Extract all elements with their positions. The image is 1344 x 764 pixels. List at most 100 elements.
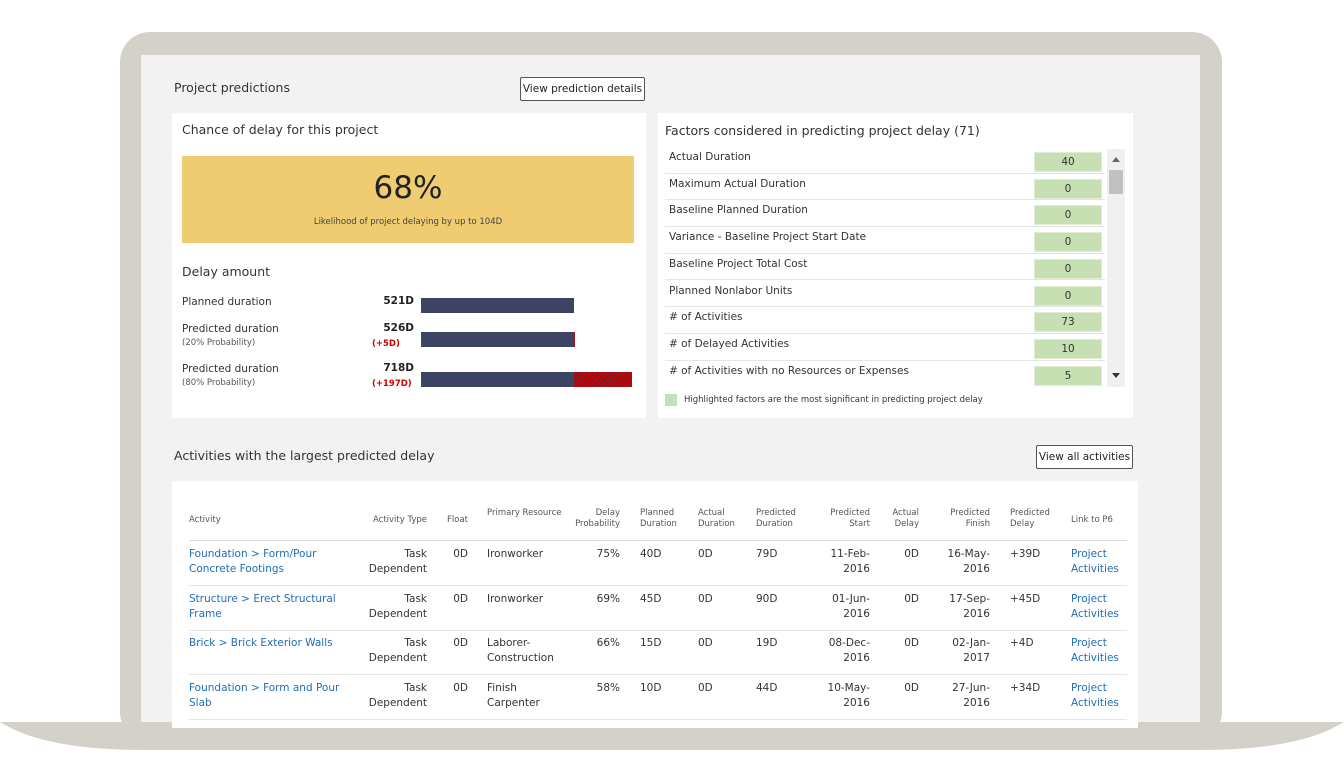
factor-row xyxy=(665,147,1105,174)
table-cell: 45D xyxy=(640,592,662,605)
table-cell: 66% xyxy=(596,637,620,650)
delay-label: Predicted duration xyxy=(182,363,279,375)
table-cell: 0D xyxy=(698,637,713,650)
table-cell: 0D xyxy=(904,548,919,560)
factor-value: 40 xyxy=(1034,152,1102,172)
column-header: Predicted Duration xyxy=(756,508,796,529)
column-header: Primary Resource xyxy=(487,508,562,518)
column-header: Planned Duration xyxy=(640,508,677,529)
column-header: Activity Type xyxy=(372,515,427,525)
factor-value: 5 xyxy=(1034,365,1102,386)
view-all-button[interactable]: View all activities xyxy=(1036,445,1133,469)
column-header: Predicted Delay xyxy=(1010,508,1050,529)
factor-name: # of Delayed Activities xyxy=(669,337,790,350)
table-cell: 10-May-2016 xyxy=(827,682,870,710)
table-cell: +45D xyxy=(1010,592,1041,605)
chance-caption: Likelihood of project delaying by up to … xyxy=(313,217,503,227)
factor-value: 10 xyxy=(1034,338,1102,359)
activity-link[interactable]: Brick > Brick Exterior Walls xyxy=(189,637,333,650)
section-title: Activities with the largest predicted de… xyxy=(174,448,435,463)
table-cell: 16-May-2016 xyxy=(947,548,990,575)
factor-value: 0 xyxy=(1034,205,1102,226)
table-cell: 0D xyxy=(904,682,919,695)
delay-note: (20% Probability) xyxy=(182,338,256,348)
factor-row xyxy=(665,227,1105,254)
activity-link[interactable]: Structure > Erect Structural Frame xyxy=(189,592,336,620)
panel-title: Chance of delay for this project xyxy=(182,122,379,137)
table-cell: 02-Jan-2017 xyxy=(952,637,990,665)
factor-name: Baseline Project Total Cost xyxy=(669,257,808,270)
activity-link[interactable]: Project Activities xyxy=(1071,592,1119,620)
table-cell: 0D xyxy=(453,548,468,560)
activity-link[interactable]: Foundation > Form and Pour Slab xyxy=(189,682,340,710)
column-header: Link to P6 xyxy=(1071,515,1113,525)
delay-delta: (+5D) xyxy=(372,339,400,349)
activity-link[interactable]: Project Activities xyxy=(1071,548,1119,575)
table-cell: 0D xyxy=(698,592,713,605)
factor-value: 0 xyxy=(1034,178,1102,199)
column-header: Float xyxy=(447,515,468,525)
legend-note: Highlighted factors are the most signifi… xyxy=(684,395,983,405)
factor-name: Baseline Planned Duration xyxy=(669,204,808,217)
factor-name: Variance - Baseline Project Start Date xyxy=(669,231,867,244)
scrollbar[interactable] xyxy=(1107,149,1125,387)
activity-link[interactable]: Foundation > Form/Pour Concrete Footings xyxy=(189,548,317,575)
chance-box: 68% Likelihood of project delaying by up… xyxy=(182,156,634,243)
factor-name: Planned Nonlabor Units xyxy=(669,284,793,297)
delay-label: Planned duration xyxy=(182,296,272,308)
table-cell: 90D xyxy=(756,592,778,605)
factor-row xyxy=(665,307,1105,334)
table-cell: Task Dependent xyxy=(368,682,427,710)
factor-row xyxy=(665,334,1105,361)
panel-title: Factors considered in predicting project… xyxy=(665,123,980,138)
row-divider xyxy=(189,719,1127,721)
scroll-track xyxy=(1107,149,1125,387)
table-cell: 08-Dec-2016 xyxy=(828,637,870,665)
factor-value: 73 xyxy=(1034,312,1102,333)
table-cell: +4D xyxy=(1010,637,1034,650)
table-cell: Ironworker xyxy=(487,592,544,605)
table-cell: 0D xyxy=(698,548,713,560)
factor-name: Maximum Actual Duration xyxy=(669,177,806,190)
factor-name: # of Activities with no Resources or Exp… xyxy=(669,364,909,377)
delay-title: Delay amount xyxy=(182,264,271,279)
section-title: Project predictions xyxy=(174,80,290,95)
factor-name: # of Activities xyxy=(669,311,743,324)
table-cell: Task Dependent xyxy=(368,592,427,620)
row-divider xyxy=(189,674,1127,676)
factor-row xyxy=(665,281,1105,308)
duration-bar xyxy=(421,298,574,313)
activity-link[interactable]: Project Activities xyxy=(1071,682,1119,710)
legend-swatch xyxy=(665,394,677,406)
table-cell: 69% xyxy=(596,592,620,605)
table-cell: 0D xyxy=(453,682,468,695)
table-cell: 01-Jun-2016 xyxy=(832,592,870,620)
factor-name: Actual Duration xyxy=(669,151,751,163)
header-divider xyxy=(189,540,1127,541)
row-divider xyxy=(189,585,1127,586)
chance-panel: Chance of delay for this project 68% Lik… xyxy=(172,113,646,418)
laptop-base xyxy=(0,722,1344,750)
activity-link[interactable]: Project Activities xyxy=(1071,637,1119,665)
table-cell: +34D xyxy=(1010,682,1041,695)
factor-value: 0 xyxy=(1034,258,1102,279)
table-cell: 19D xyxy=(756,637,778,650)
delay-label: Predicted duration xyxy=(182,323,279,335)
column-header: Predicted Finish xyxy=(950,508,990,529)
row-divider xyxy=(189,629,1127,631)
factors-panel: Factors considered in predicting project… xyxy=(658,113,1133,418)
factor-row xyxy=(665,254,1105,281)
delay-bar xyxy=(574,372,632,387)
activities-table: Activity Activity Type Float Primary Resour… xyxy=(172,481,1138,728)
column-header: Activity xyxy=(189,515,221,525)
table-cell: 0D xyxy=(453,637,468,650)
delay-value: 526D xyxy=(383,322,414,334)
prediction-details-button[interactable]: View prediction details xyxy=(520,77,645,101)
column-header: Actual Duration xyxy=(698,508,735,529)
delay-bar xyxy=(574,332,576,347)
column-header: Delay Probability xyxy=(575,508,620,529)
column-header: Predicted Start xyxy=(830,508,870,529)
table-cell: 75% xyxy=(596,548,620,560)
table-cell: 0D xyxy=(904,637,919,650)
